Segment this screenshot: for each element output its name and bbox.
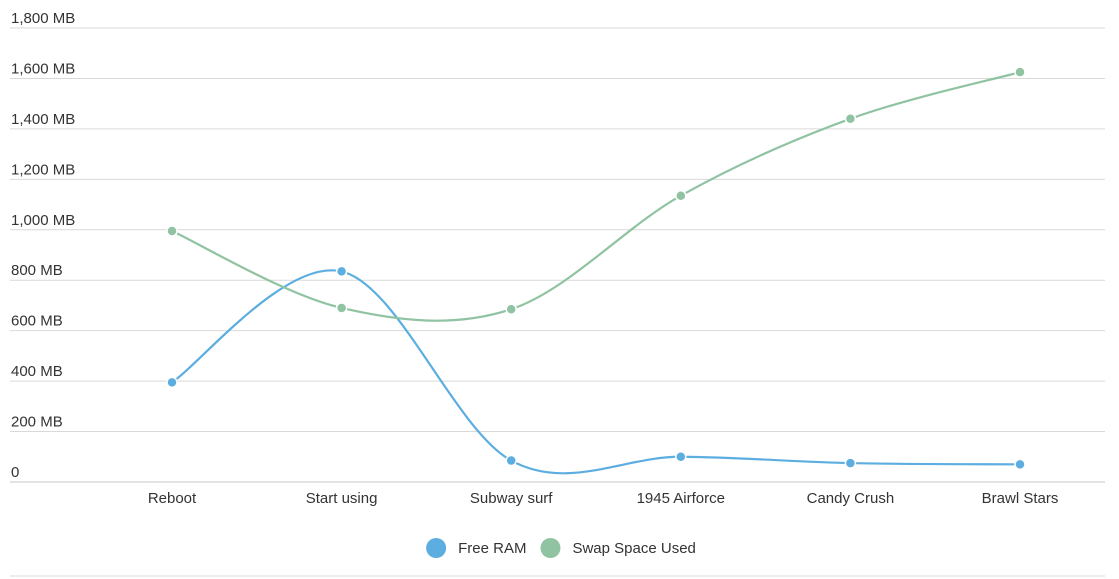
legend-marker-swap-space-used [540, 538, 561, 558]
data-point-free-ram-0[interactable] [166, 376, 178, 389]
x-axis-labels: Reboot Start using Subway surf 1945 Airforc… [148, 490, 1059, 507]
series-free-ram [166, 265, 1026, 475]
data-point-free-ram-1[interactable] [335, 265, 348, 278]
grid-layer [10, 27, 1105, 483]
data-point-swap-space-used-0[interactable] [166, 225, 178, 237]
x-tick-label: Start using [306, 490, 378, 507]
x-tick-label: 1945 Airforce [637, 490, 725, 507]
legend-marker-free-ram [426, 538, 447, 558]
data-point-swap-space-used-5[interactable] [1014, 66, 1026, 78]
y-tick-label: 200 MB [11, 414, 63, 431]
data-point-swap-space-used-3[interactable] [675, 189, 687, 202]
data-point-free-ram-4[interactable] [844, 457, 857, 469]
y-tick-label: 0 [11, 464, 19, 481]
series-layer [166, 66, 1026, 475]
x-tick-label: Reboot [148, 490, 197, 507]
x-tick-label: Candy Crush [807, 490, 895, 507]
data-point-swap-space-used-4[interactable] [844, 113, 857, 125]
legend-label-free-ram: Free RAM [458, 540, 526, 557]
data-point-free-ram-3[interactable] [675, 451, 687, 463]
data-point-free-ram-5[interactable] [1014, 458, 1026, 471]
legend-item-free-ram[interactable]: Free RAM [426, 538, 526, 558]
y-tick-label: 1,200 MB [11, 161, 75, 178]
y-tick-label: 600 MB [11, 313, 63, 330]
data-point-free-ram-2[interactable] [505, 454, 517, 467]
y-axis-labels: 1,800 MB 1,600 MB 1,400 MB 1,200 MB 1,000 MB… [11, 10, 75, 481]
legend-item-swap-space-used[interactable]: Swap Space Used [540, 538, 696, 558]
y-tick-label: 1,800 MB [11, 10, 75, 27]
y-tick-label: 1,400 MB [11, 111, 75, 128]
series-line-free-ram [171, 269, 1021, 475]
legend: Free RAM Swap Space Used [426, 538, 696, 558]
y-tick-label: 800 MB [11, 262, 63, 279]
y-tick-label: 1,600 MB [11, 60, 75, 77]
data-point-swap-space-used-1[interactable] [335, 302, 348, 314]
series-swap-space-used [166, 66, 1026, 322]
y-tick-label: 400 MB [11, 363, 63, 380]
series-line-swap-space-used [171, 71, 1021, 322]
legend-label-swap-space-used: Swap Space Used [572, 540, 695, 557]
y-tick-label: 1,000 MB [11, 212, 75, 229]
x-tick-label: Brawl Stars [982, 490, 1059, 507]
x-tick-label: Subway surf [470, 490, 553, 507]
data-point-swap-space-used-2[interactable] [505, 303, 517, 315]
